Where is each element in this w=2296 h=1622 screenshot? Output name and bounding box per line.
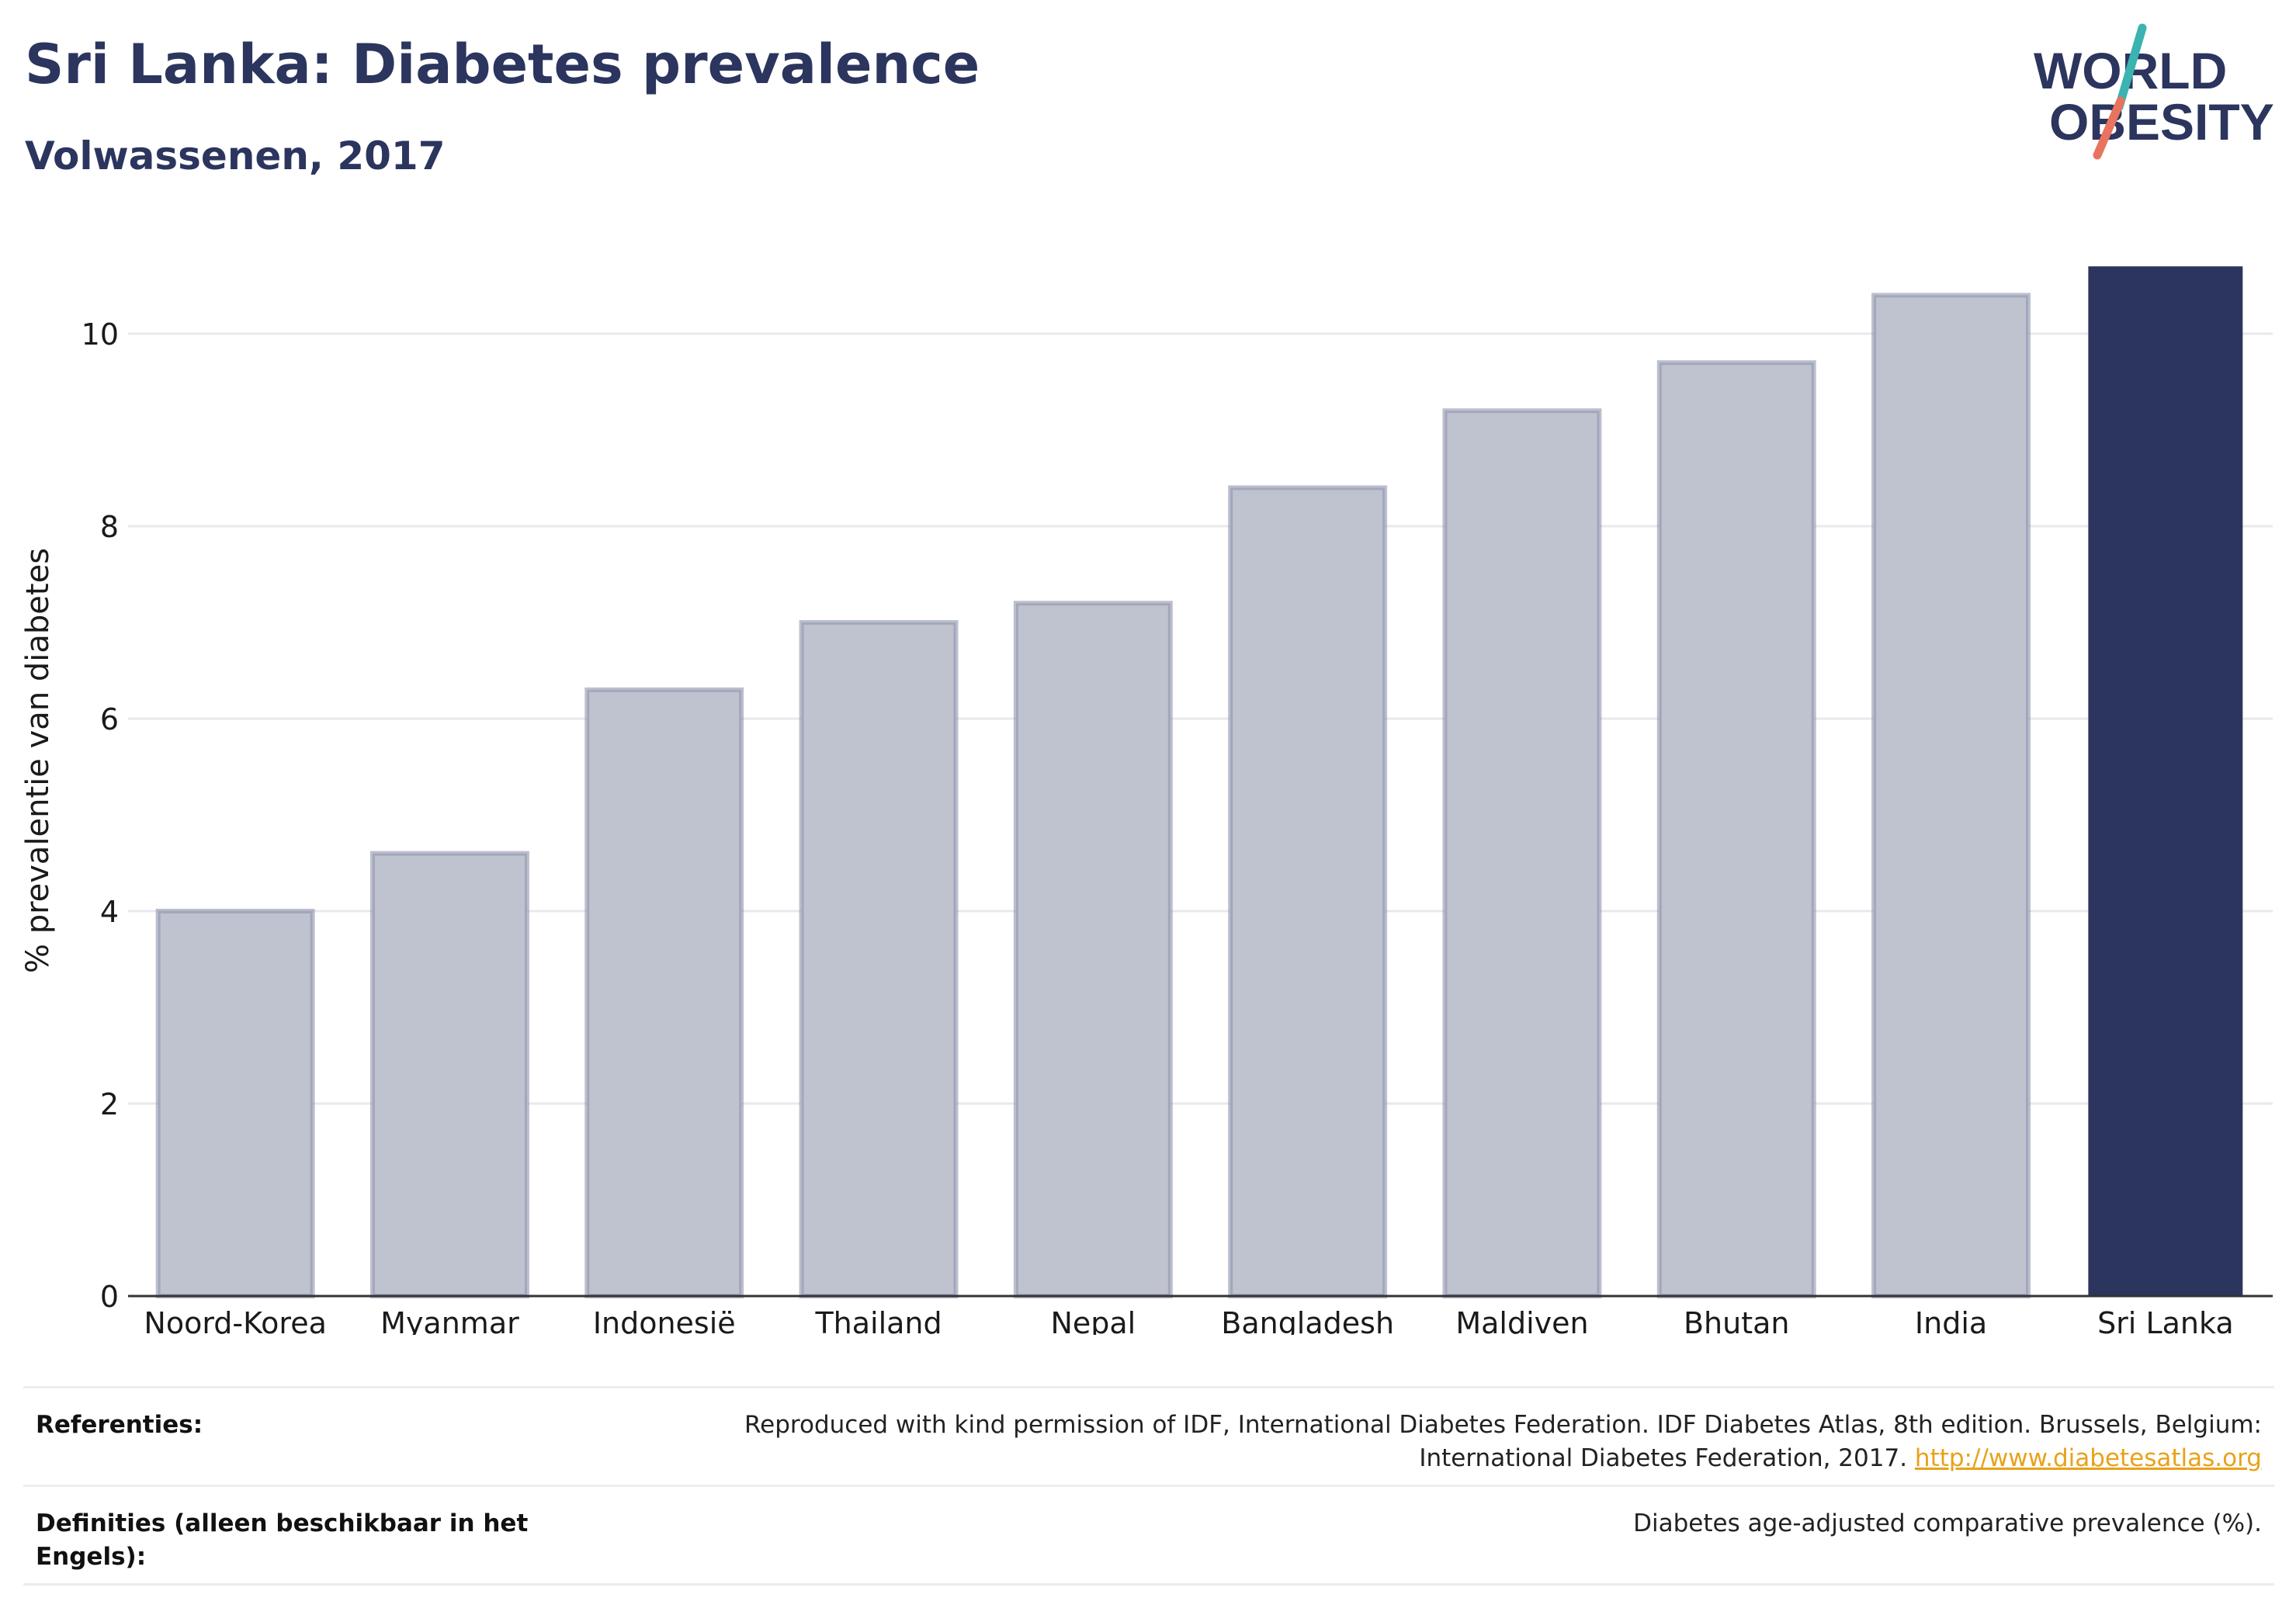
y-tick-label: 10 bbox=[82, 317, 119, 352]
page-subtitle: Volwassenen, 2017 bbox=[25, 133, 446, 178]
x-tick-label: Noord-Korea bbox=[144, 1306, 326, 1335]
axes: 0 2 4 6 8 10 Noord-Korea Myanmar Indonesië Thaila… bbox=[82, 317, 2273, 1335]
logo-word-obesity: OBESITY bbox=[2049, 93, 2274, 151]
bar-maldiven bbox=[1442, 408, 1602, 1299]
x-tick-label: Maldiven bbox=[1455, 1306, 1588, 1335]
x-tick-label: Nepal bbox=[1050, 1306, 1136, 1335]
definitions-row: Definities (alleen beschikbaar in het En… bbox=[23, 1485, 2274, 1586]
bar-bangladesh bbox=[1228, 485, 1388, 1298]
x-tick-label: Sri Lanka bbox=[2097, 1306, 2234, 1335]
bar-bhutan bbox=[1656, 360, 1816, 1299]
references-text: Reproduced with kind permission of IDF, … bbox=[663, 1409, 2262, 1475]
x-tick-label: Bangladesh bbox=[1221, 1306, 1394, 1335]
x-tick-label: Myanmar bbox=[380, 1306, 519, 1335]
footer: Referenties: Reproduced with kind permis… bbox=[23, 1386, 2274, 1586]
header: Sri Lanka: Diabetes prevalence Volwassen… bbox=[0, 0, 2296, 233]
references-text-line2: International Diabetes Federation, 2017. bbox=[1419, 1444, 1908, 1472]
bar-noord-korea bbox=[155, 909, 315, 1298]
bar-sri-lanka bbox=[2088, 266, 2243, 1297]
bar-india bbox=[1871, 293, 2031, 1298]
bar-indonesi- bbox=[584, 687, 744, 1298]
page-title: Sri Lanka: Diabetes prevalence bbox=[25, 33, 980, 96]
world-obesity-logo: WORLD OBESITY bbox=[2034, 23, 2274, 160]
bar-nepal bbox=[1013, 601, 1173, 1298]
references-label: Referenties: bbox=[36, 1411, 203, 1439]
bars bbox=[155, 266, 2243, 1299]
y-tick-label: 4 bbox=[100, 895, 119, 929]
x-tick-label: India bbox=[1915, 1306, 1987, 1335]
y-axis-label: % prevalentie van diabetes bbox=[20, 548, 56, 973]
bar-thailand bbox=[799, 620, 959, 1298]
definitions-text: Diabetes age-adjusted comparative preval… bbox=[1633, 1509, 2262, 1537]
y-tick-label: 0 bbox=[100, 1280, 119, 1314]
logo-slash-bottom bbox=[2093, 96, 2125, 160]
bar-chart: 0 2 4 6 8 10 Noord-Korea Myanmar Indonesië Thaila… bbox=[20, 266, 2273, 1335]
y-tick-label: 8 bbox=[100, 510, 119, 544]
references-link[interactable]: http://www.diabetesatlas.org bbox=[1914, 1444, 2262, 1472]
references-row: Referenties: Reproduced with kind permis… bbox=[23, 1386, 2274, 1485]
bar-myanmar bbox=[369, 851, 529, 1298]
references-text-line1: Reproduced with kind permission of IDF, … bbox=[744, 1411, 2262, 1439]
logo-slash-top bbox=[2114, 23, 2147, 112]
y-tick-label: 6 bbox=[100, 702, 119, 736]
definitions-label: Definities (alleen beschikbaar in het En… bbox=[36, 1509, 529, 1571]
x-tick-label: Thailand bbox=[814, 1306, 942, 1335]
x-tick-label: Indonesië bbox=[593, 1306, 736, 1335]
x-tick-label: Bhutan bbox=[1684, 1306, 1790, 1335]
y-tick-label: 2 bbox=[100, 1087, 119, 1121]
